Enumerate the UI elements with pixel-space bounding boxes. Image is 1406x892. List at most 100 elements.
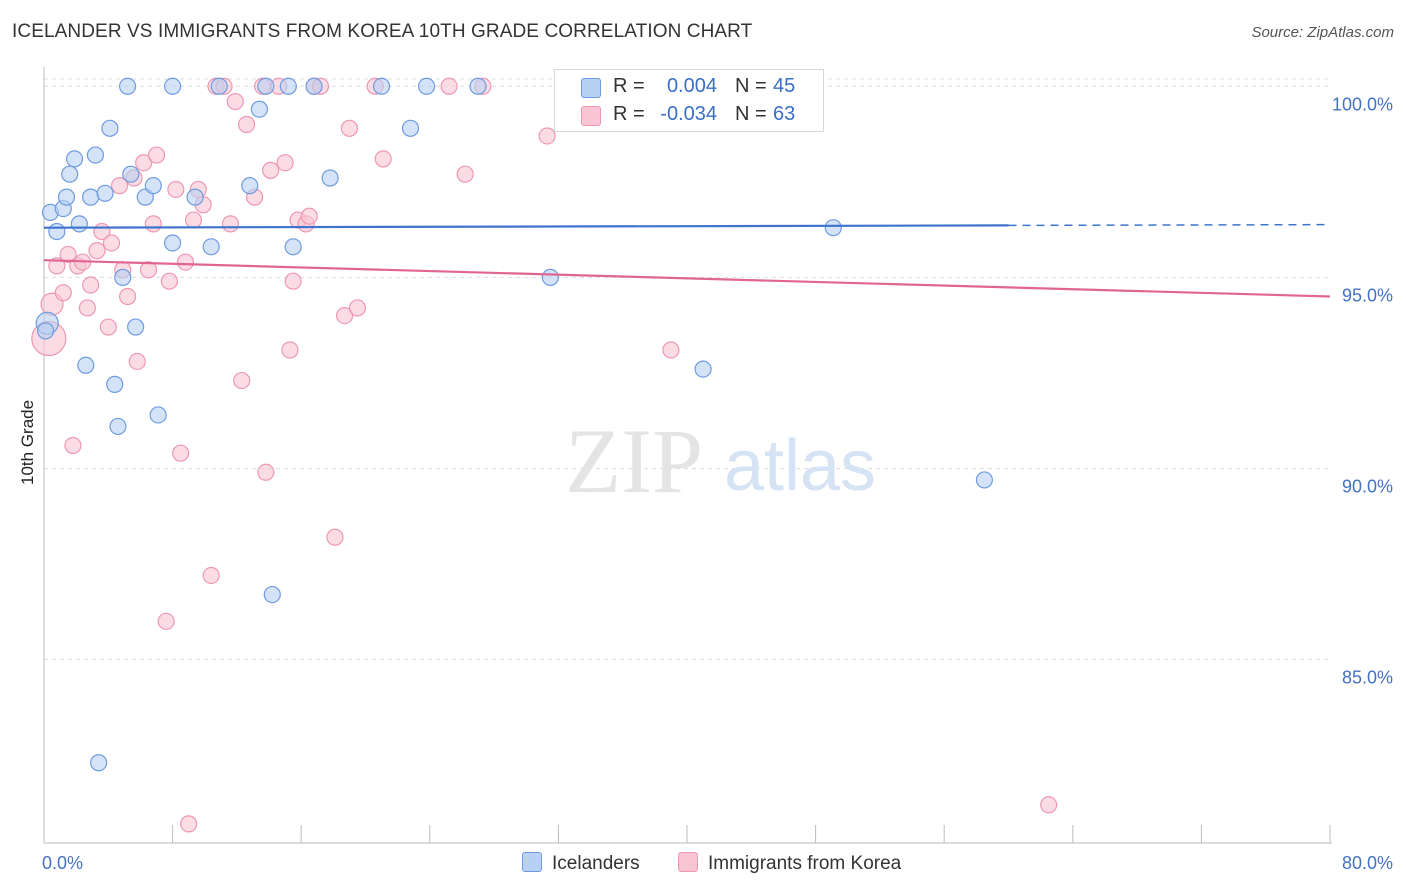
icelander-point [210,77,228,95]
korea-point [336,306,354,325]
icelander-point [164,234,182,252]
korea-point [348,299,367,317]
axes [43,67,1332,844]
icelander-point [114,268,132,286]
icelander-point [106,375,124,393]
legend-n-label: N = [735,75,767,97]
korea-point [78,299,97,317]
icelander-point [82,188,100,206]
watermark-atlas: atlas [724,426,876,506]
icelander-point [186,188,204,206]
icelander-point [263,585,281,604]
icelander-point [279,77,297,95]
icelanders-trend-extension [1008,223,1331,227]
korea-point [160,272,178,290]
legend-r-value: -0.034 [660,103,717,125]
icelander-point [144,177,162,195]
icelander-point [149,406,167,424]
korea-point [257,463,275,481]
icelander-point [86,146,105,164]
icelander-point [202,238,220,256]
chart-title: ICELANDER VS IMMIGRANTS FROM KOREA 10TH … [12,21,753,42]
icelander-point [101,119,119,137]
legend-r-value: 0.004 [666,75,717,97]
trend-lines [43,223,1331,298]
korea-point [54,284,72,302]
tick-labels: 85.0% 90.0% 95.0% 100.0% 0.0% 80.0% [42,94,1393,873]
icelander-point [61,165,79,183]
icelander-point [469,77,487,95]
legend-n-label: N = [735,103,767,125]
korea-point [226,92,244,111]
legend-row-icelanders: R = 0.004 N = 45 [555,73,823,101]
icelander-point [127,318,145,336]
korea-point [340,119,359,137]
korea-point [167,180,185,199]
legend-swatch-blue [581,78,601,98]
icelander-point [37,322,55,340]
korea-point [135,154,153,172]
y-tick-label: 85.0% [1342,668,1393,688]
icelander-point [975,471,993,489]
icelander-point [241,177,259,195]
korea-point [456,165,474,183]
korea-point [59,245,77,264]
korea-point [172,444,190,462]
korea-point [233,371,251,390]
legend-row-korea: R = -0.034 N = 63 [555,101,823,129]
korea-point [300,207,318,225]
korea-trend-line [43,259,1331,298]
korea-point [157,612,175,630]
icelander-point [417,77,436,95]
korea-point [184,211,203,229]
bottom-legend-korea: Immigrants from Korea [678,852,901,875]
icelander-point [824,219,842,237]
korea-point [110,177,129,195]
legend-r-label: R = [613,103,645,125]
series-icelanders [35,77,993,772]
y-tick-label: 95.0% [1342,285,1393,305]
korea-point [176,253,195,271]
watermark: ZIP atlas [565,410,876,512]
korea-point [82,276,100,294]
icelander-point [250,100,269,118]
icelander-point [90,754,108,772]
icelander-point [118,77,137,95]
y-tick-label: 100.0% [1332,94,1393,114]
korea-point [99,318,117,336]
legend-r-label: R = [613,75,645,97]
icelander-point [284,238,302,256]
korea-point [118,287,137,306]
korea-point [284,272,302,290]
korea-point [326,528,344,546]
icelanders-trend-line [43,224,1009,229]
y-axis-title: 10th Grade [18,399,37,485]
icelander-point [321,169,339,187]
korea-point [102,234,121,252]
icelander-point [257,77,275,95]
icelander-point [57,188,76,206]
icelander-point [305,77,323,95]
stats-legend: R = 0.004 N = 45 R = -0.034 N = 63 [554,69,824,132]
icelander-point [122,165,140,183]
korea-point [64,436,82,455]
korea-point [281,341,299,359]
bottom-legend-icelanders: Icelanders [522,852,640,875]
korea-point [147,146,166,164]
icelander-point [372,77,391,95]
korea-point [48,257,66,275]
bottom-legend-swatch-pink [678,852,698,872]
grid-lines [44,78,1330,661]
icelander-point [70,215,88,233]
korea-point [202,566,220,585]
bottom-legend-label: Immigrants from Korea [708,853,902,874]
korea-point [139,261,158,279]
korea-point [440,77,458,95]
legend-n-value: 45 [773,75,796,97]
korea-point [1040,796,1058,814]
y-tick-label: 90.0% [1342,476,1393,496]
korea-point [128,352,146,371]
icelander-point [694,360,712,378]
bottom-legend-swatch-blue [522,852,542,872]
